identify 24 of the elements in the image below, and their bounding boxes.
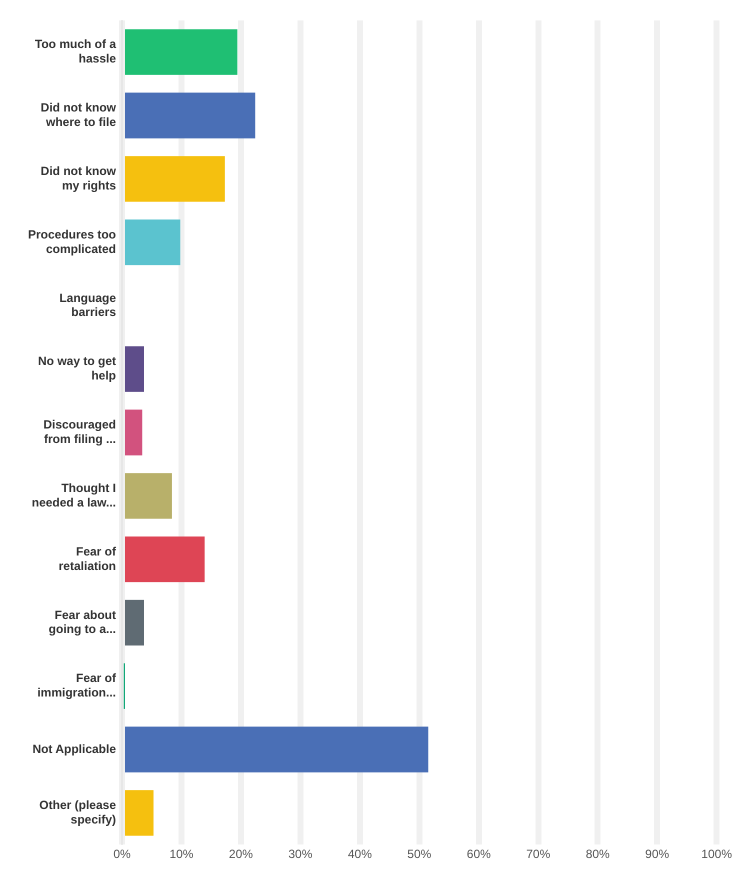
y-tick-label: Procedures too complicated — [28, 227, 116, 256]
x-tick-label: 40% — [348, 847, 372, 862]
y-tick-label: Fear of immigration... — [37, 671, 117, 700]
y-tick-label: Other (please specify) — [39, 798, 116, 826]
x-tick-label: 30% — [288, 847, 313, 862]
y-tick-label: No way to get help — [38, 354, 116, 383]
y-tick-label: Fear of retaliation — [58, 544, 117, 573]
y-tick-label: Did not know where to file — [40, 100, 117, 130]
y-tick-label: Did not know my rights — [40, 164, 117, 192]
y-tick-label: Language barriers — [59, 290, 116, 320]
x-tick-label: 100% — [701, 847, 732, 862]
x-tick-label: 0% — [113, 847, 131, 862]
x-tick-label: 10% — [169, 847, 194, 862]
x-tick-label: 50% — [407, 847, 432, 862]
x-tick-label: 70% — [526, 847, 551, 862]
x-tick-label: 80% — [586, 847, 610, 862]
x-tick-label: 20% — [228, 847, 254, 862]
x-tick-label: 60% — [466, 847, 492, 862]
x-tick-label: 90% — [645, 847, 670, 862]
y-tick-label: Thought I needed a law... — [32, 481, 116, 510]
y-tick-label: Discouraged from filing ... — [43, 418, 116, 446]
y-tick-label: Too much of a hassle — [34, 37, 116, 66]
y-tick-label: Not Applicable — [32, 742, 116, 756]
y-tick-label: Fear about going to a... — [48, 608, 116, 636]
